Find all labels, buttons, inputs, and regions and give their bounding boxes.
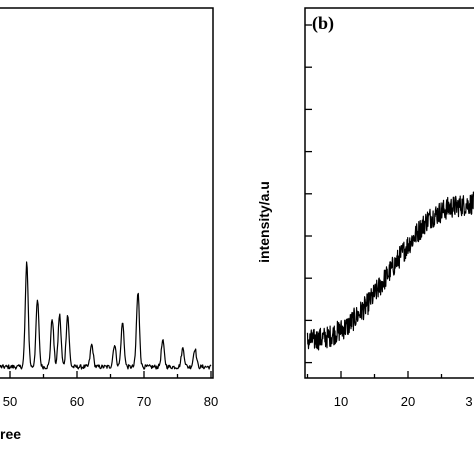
x-tick-label: 10 — [334, 394, 348, 409]
panel-a: 50 60 70 80 ree — [0, 7, 218, 442]
panel-a-ticks — [9, 371, 212, 378]
x-axis-title: ree — [0, 426, 21, 442]
panel-label: (b) — [312, 13, 334, 34]
series-line — [0, 261, 212, 370]
x-tick-label: 20 — [401, 394, 415, 409]
panel-a-frame — [0, 7, 214, 379]
panel-b-ticks — [305, 24, 443, 378]
y-axis-title: intensity/a.u — [256, 181, 272, 263]
x-tick-label: 60 — [70, 394, 84, 409]
panel-b-tick-labels: 10 20 3 — [334, 394, 473, 409]
x-tick-label: 50 — [3, 394, 17, 409]
x-tick-label: 80 — [204, 394, 218, 409]
x-tick-label: 70 — [137, 394, 151, 409]
x-tick-label: 3 — [465, 394, 472, 409]
panel-a-tick-labels: 50 60 70 80 — [3, 394, 218, 409]
series-line — [306, 191, 474, 351]
panel-b-frame — [304, 7, 474, 379]
panel-b: (b) 10 20 3 intensity/a.u — [256, 7, 474, 409]
